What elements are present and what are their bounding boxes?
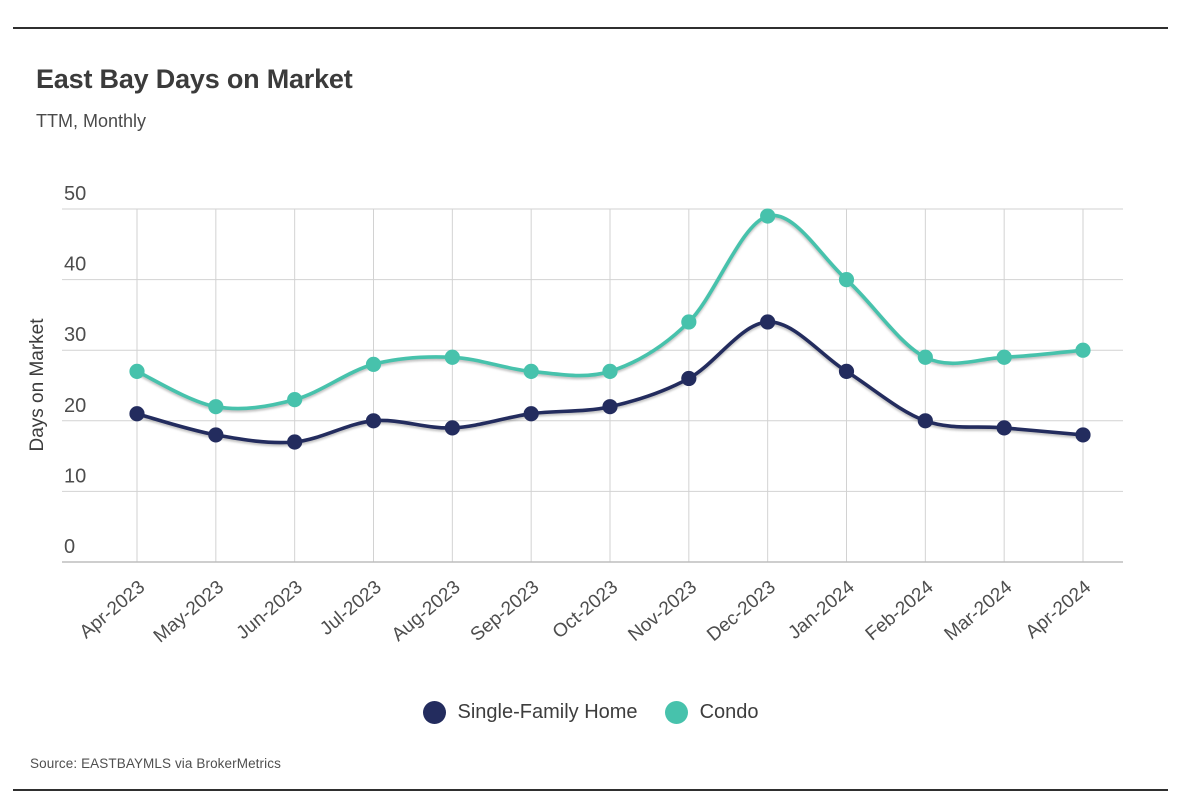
svg-text:20: 20 — [64, 395, 86, 417]
data-point-single-family-home — [760, 314, 776, 330]
x-axis-tick-labels: Apr-2023 May-2023 Jun-2023 Jul-2023 Aug-2023… — [76, 576, 1096, 647]
data-point-condo — [996, 349, 1012, 365]
data-point-single-family-home — [838, 363, 855, 379]
series-single-family-home — [129, 314, 1091, 450]
gridlines — [62, 208, 1123, 563]
legend-label: Single-Family Home — [457, 701, 638, 723]
line-chart: 0 10 20 30 40 50 Apr-2023 May-2023 Jun-2023 Jul-2… — [62, 183, 1123, 647]
data-point-condo — [760, 208, 776, 224]
svg-text:0: 0 — [64, 536, 75, 558]
legend-label: Condo — [699, 701, 759, 723]
data-point-condo — [365, 356, 382, 372]
y-axis-tick-labels: 0 10 20 30 40 50 — [64, 183, 86, 558]
svg-text:May-2023: May-2023 — [150, 577, 228, 647]
chart-title: East Bay Days on Market — [36, 64, 353, 94]
data-point-condo — [1075, 342, 1091, 358]
data-point-condo — [838, 272, 855, 288]
svg-text:40: 40 — [64, 254, 86, 276]
data-point-single-family-home — [1075, 427, 1091, 443]
svg-text:Mar-2024: Mar-2024 — [941, 576, 1017, 645]
single-family-home-legend-dot — [422, 701, 446, 724]
svg-text:Oct-2023: Oct-2023 — [549, 577, 622, 643]
data-point-single-family-home — [602, 399, 618, 415]
data-point-condo — [287, 392, 303, 408]
svg-text:Feb-2024: Feb-2024 — [862, 576, 938, 645]
svg-text:Apr-2023: Apr-2023 — [76, 577, 149, 643]
data-point-condo — [208, 399, 224, 415]
chart-subtitle: TTM, Monthly — [36, 111, 147, 131]
top-divider — [13, 27, 1168, 29]
data-point-single-family-home — [208, 427, 224, 443]
series-condo — [129, 208, 1091, 415]
data-point-condo — [917, 349, 933, 365]
data-point-single-family-home — [523, 406, 539, 422]
legend-item-condo: Condo — [664, 701, 759, 724]
data-point-condo — [444, 349, 460, 365]
legend: Single-Family Home Condo — [0, 701, 1181, 724]
data-point-condo — [602, 363, 618, 379]
svg-text:Jan-2024: Jan-2024 — [785, 576, 860, 643]
data-point-single-family-home — [917, 413, 933, 429]
source-note: Source: EASTBAYMLS via BrokerMetrics — [30, 756, 281, 771]
svg-text:Dec-2023: Dec-2023 — [703, 577, 780, 646]
legend-item-single-family-home: Single-Family Home — [422, 701, 638, 724]
svg-text:Jun-2023: Jun-2023 — [233, 577, 307, 644]
svg-text:Jul-2023: Jul-2023 — [316, 577, 385, 640]
data-point-single-family-home — [681, 370, 697, 387]
data-point-single-family-home — [129, 406, 145, 422]
condo-legend-dot — [664, 701, 688, 724]
data-point-single-family-home — [365, 413, 382, 429]
svg-text:50: 50 — [64, 183, 86, 205]
data-point-condo — [681, 314, 697, 330]
data-point-condo — [523, 363, 539, 379]
svg-text:Apr-2024: Apr-2024 — [1022, 576, 1096, 643]
data-point-single-family-home — [996, 420, 1012, 436]
bottom-divider — [13, 789, 1168, 791]
svg-text:Sep-2023: Sep-2023 — [467, 577, 544, 646]
svg-text:30: 30 — [64, 324, 86, 346]
svg-text:10: 10 — [64, 465, 86, 487]
data-point-single-family-home — [287, 434, 303, 450]
svg-text:Nov-2023: Nov-2023 — [624, 577, 701, 646]
data-point-condo — [129, 363, 145, 379]
svg-text:Aug-2023: Aug-2023 — [388, 577, 465, 646]
data-point-single-family-home — [444, 420, 460, 436]
